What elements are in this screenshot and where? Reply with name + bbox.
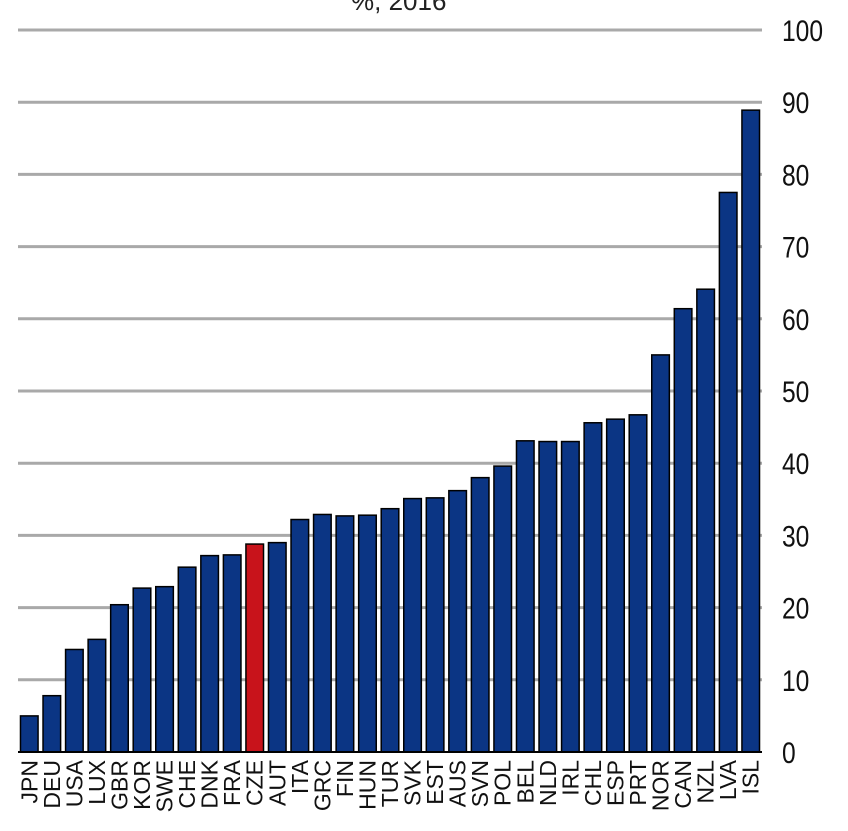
x-tick-label: JPN — [16, 760, 42, 803]
x-tick-label: ISL — [738, 760, 764, 795]
x-tick-label: FIN — [332, 760, 358, 797]
bar — [132, 587, 152, 753]
x-tick-label: TUR — [377, 760, 403, 807]
bar — [222, 554, 242, 753]
x-tick-label: NZL — [693, 760, 719, 804]
x-tick-label: POL — [490, 760, 516, 806]
y-tick-label: 30 — [782, 519, 809, 553]
y-tick-label: 20 — [782, 591, 809, 625]
y-tick-label: 50 — [782, 375, 809, 409]
bar — [651, 354, 671, 753]
bar — [290, 518, 310, 753]
x-tick-label: CZE — [242, 760, 268, 806]
bar — [448, 489, 468, 753]
bar — [718, 191, 738, 753]
x-tick-label: SVN — [467, 760, 493, 807]
x-tick-label: GBR — [106, 760, 132, 810]
x-tick-label: EST — [422, 760, 448, 805]
x-tick-label: ITA — [287, 759, 313, 794]
x-tick-label: ESP — [602, 760, 628, 806]
bar — [245, 543, 265, 753]
y-tick-label: 60 — [782, 302, 809, 336]
bar — [673, 307, 693, 753]
bar — [19, 715, 39, 753]
bar — [200, 554, 220, 753]
y-tick-label: 70 — [782, 230, 809, 264]
bar — [696, 288, 716, 753]
x-tick-label: DEU — [39, 760, 65, 809]
x-tick-label: CHE — [174, 760, 200, 809]
bar — [583, 422, 603, 753]
bar — [312, 513, 332, 753]
x-tick-label: DNK — [197, 759, 223, 808]
x-tick-label: CAN — [670, 760, 696, 809]
bar — [42, 694, 62, 753]
y-tick-label: 100 — [782, 14, 823, 48]
bar — [177, 566, 197, 753]
x-tick-label: AUS — [445, 760, 471, 807]
x-tick-label: NLD — [535, 760, 561, 806]
bar — [538, 440, 558, 753]
y-tick-label: 0 — [782, 736, 796, 770]
bar — [109, 603, 129, 753]
x-tick-label: PRT — [625, 760, 651, 806]
y-tick-label: 10 — [782, 663, 809, 697]
y-tick-label: 90 — [782, 86, 809, 120]
bar — [605, 418, 625, 753]
bar — [515, 440, 535, 753]
x-tick-label: LUX — [84, 760, 110, 805]
bar — [628, 414, 648, 753]
bar — [403, 497, 423, 753]
x-tick-label: AUT — [264, 760, 290, 806]
x-tick-label: BEL — [512, 760, 538, 804]
y-tick-label: 40 — [782, 447, 809, 481]
chart-title-partial: %, 2016 — [351, 0, 447, 16]
bar — [741, 109, 761, 753]
bar — [425, 497, 445, 753]
x-tick-label: IRL — [557, 760, 583, 796]
bar — [87, 638, 107, 753]
bar — [335, 515, 355, 753]
x-tick-label: FRA — [219, 759, 245, 806]
x-tick-label: NOR — [648, 760, 674, 811]
x-tick-label: KOR — [129, 760, 155, 810]
x-tick-label: USA — [61, 759, 87, 807]
bar — [357, 514, 377, 753]
y-tick-label: 80 — [782, 158, 809, 192]
bar — [493, 465, 513, 753]
x-tick-label: HUN — [354, 760, 380, 810]
x-tick-label: SVK — [400, 759, 426, 806]
x-tick-label: GRC — [309, 760, 335, 811]
bar — [267, 541, 287, 753]
bar — [64, 648, 84, 753]
bar — [380, 507, 400, 753]
bar — [470, 476, 490, 753]
bar — [155, 585, 175, 753]
x-tick-label: CHL — [580, 760, 606, 806]
x-tick-label: LVA — [715, 759, 741, 800]
x-tick-label: SWE — [152, 760, 178, 812]
bar — [560, 440, 580, 753]
